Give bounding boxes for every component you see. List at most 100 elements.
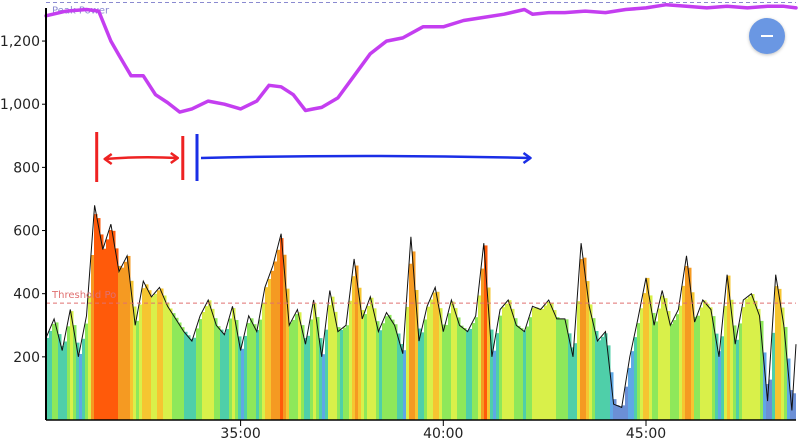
power-strip [703,300,707,420]
power-strip [289,322,293,420]
power-strip [265,287,269,420]
power-strip [478,295,482,420]
power-strip [448,313,452,420]
power-strip [616,405,620,420]
power-strip [223,333,227,420]
power-strip [253,324,257,420]
power-strip [490,329,494,420]
power-strip [109,230,113,420]
power-strip [430,299,434,420]
power-strip [682,285,686,420]
power-strip [124,261,128,420]
power-strip [475,317,479,420]
power-strip [232,308,236,420]
power-strip [751,294,755,420]
power-strip [70,311,74,420]
power-strip [208,300,212,420]
power-strip [238,336,242,420]
interval-annotations [95,132,532,182]
power-strip [700,307,704,420]
power-strip [574,343,578,420]
power-strip [385,316,389,420]
power-strip [763,352,767,420]
power-strip [730,299,734,420]
power-strip [628,367,632,420]
power-strip [211,308,215,420]
power-strip [64,341,68,420]
minus-icon [761,35,773,37]
power-strip [559,318,563,420]
power-strip [358,287,362,420]
y-tick-label: 800 [13,160,40,176]
power-strip [610,372,614,420]
power-strip [139,304,143,420]
power-strip [322,354,326,420]
power-strip [115,248,119,420]
power-strip [481,268,485,420]
power-strip [400,344,404,420]
power-strip [640,308,644,420]
power-strip [166,302,170,420]
power-strip [190,338,194,420]
x-tick-label: 35:00 [220,426,260,442]
power-strip [571,347,575,420]
power-strip [379,330,383,420]
power-strip [163,295,167,420]
power-strip [613,399,617,420]
power-strip [679,305,683,420]
power-strip [106,239,110,420]
power-strip [721,336,725,420]
power-strip [352,276,356,420]
power-strip [202,312,206,420]
power-strip [79,353,83,420]
power-strip [622,405,626,420]
power-strip [340,329,344,420]
power-outline [45,205,797,411]
power-strip [760,320,764,420]
power-strip [130,280,134,420]
power-strip [220,329,224,420]
power-strip [178,322,182,420]
power-strip [736,339,740,420]
power-strip [247,323,251,420]
power-strip [685,265,689,420]
power-strip [148,290,152,420]
power-strip [631,351,635,420]
power-strip [493,350,497,420]
power-strip [667,311,671,420]
power-strip [100,234,104,420]
power-strip [343,327,347,420]
power-strip [184,331,188,420]
power-strip [52,323,56,420]
power-strip [418,328,422,420]
power-strip [313,303,317,420]
zoom-out-button[interactable] [749,18,785,54]
power-strip [376,321,380,420]
power-strip [373,308,377,420]
power-strip [160,288,164,420]
power-strip [604,333,608,420]
power-line [45,205,797,411]
power-strip [499,315,503,420]
power-strip [646,277,650,420]
power-strip [76,342,80,420]
power-strip [454,308,458,420]
power-strip [697,315,701,420]
power-strip [586,281,590,420]
power-strip [187,335,191,420]
power-strip [301,325,305,420]
power-strip [589,304,593,420]
power-strip [433,292,437,420]
power-strip [334,311,338,420]
power-strip [787,358,791,420]
power-strip [442,324,446,420]
power-strip [421,332,425,420]
power-strip [601,336,605,420]
left-bracket-arrow [104,155,178,161]
power-strip [94,214,98,420]
power-strip [205,306,209,420]
power-strip [217,326,221,420]
power-strip [118,265,122,420]
power-strip [595,330,599,420]
power-strip [673,320,677,420]
